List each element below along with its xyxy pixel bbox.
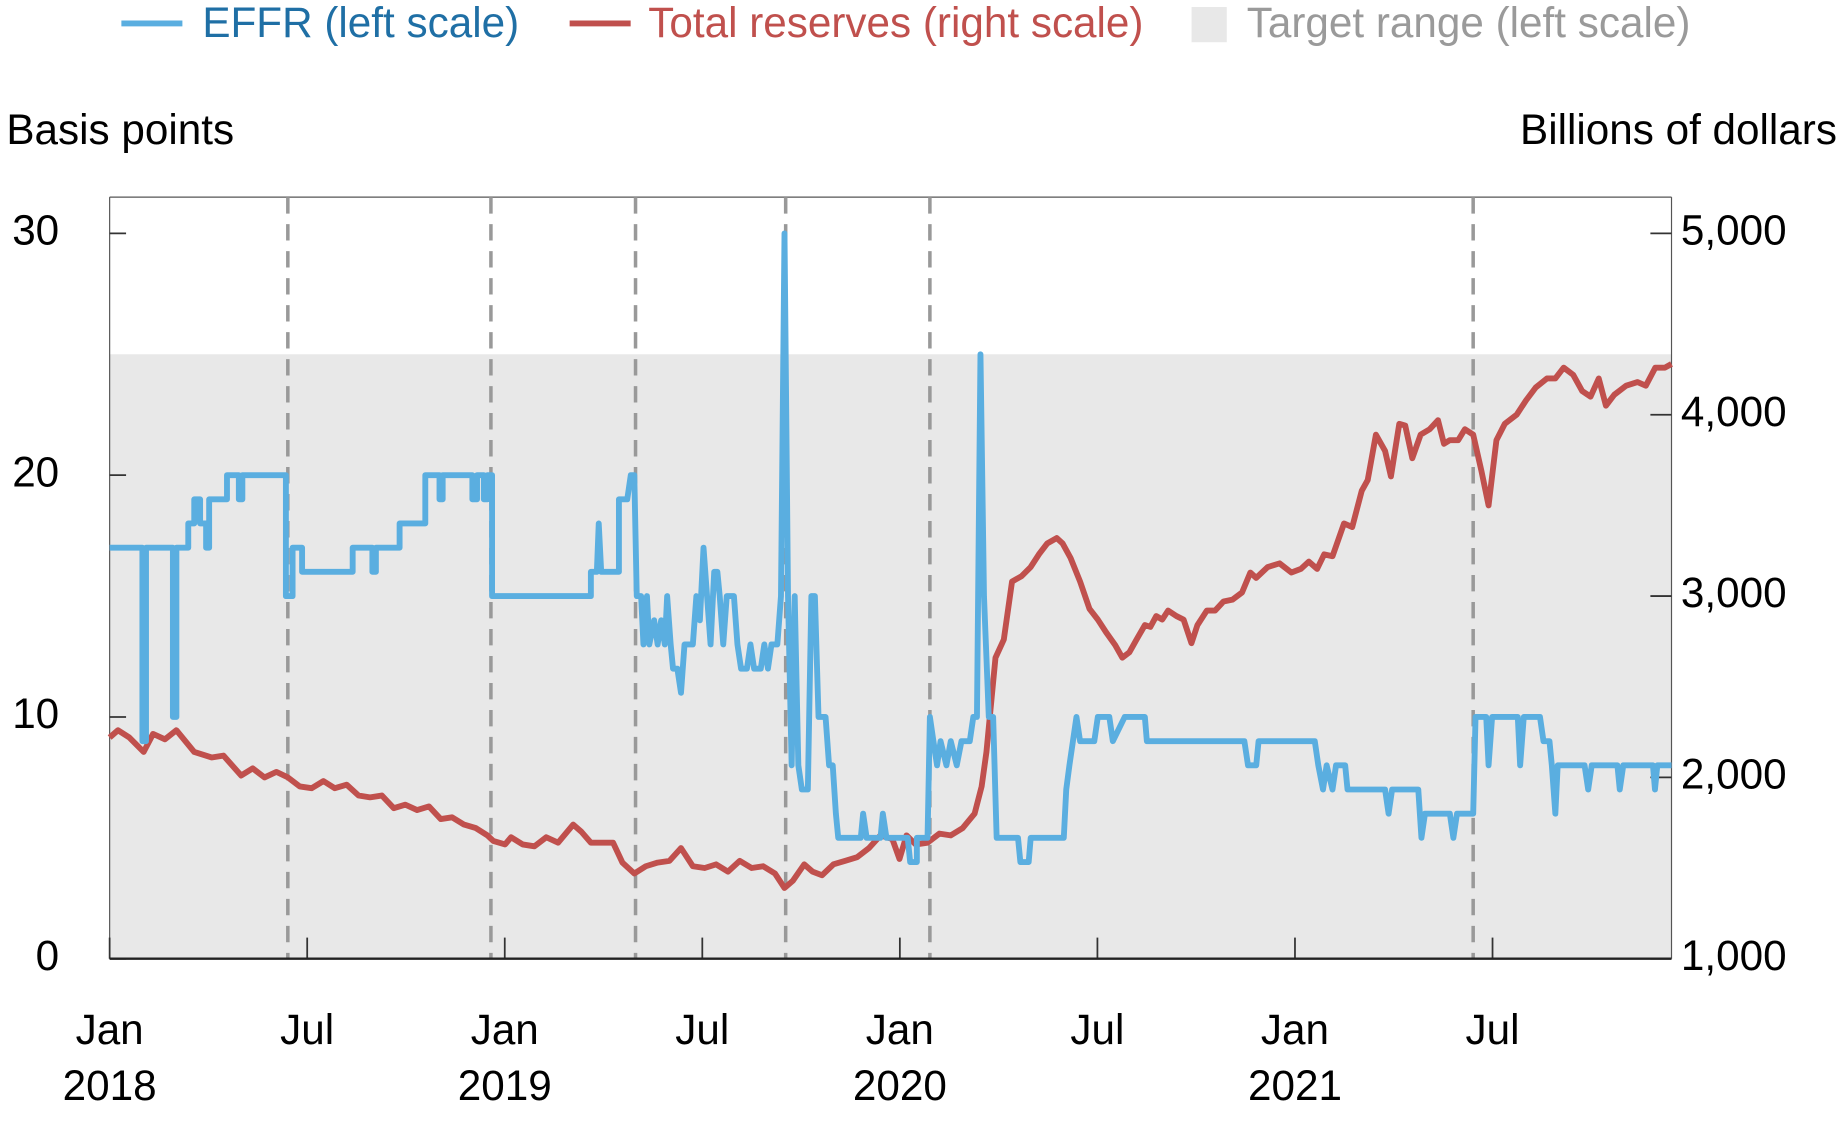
target-range	[109, 354, 1672, 959]
y-tick-label: 20	[12, 448, 59, 495]
y2-tick-label: 5,000	[1681, 207, 1787, 254]
series-line	[107, 361, 1673, 891]
x-tick-label: Jan	[1261, 1006, 1329, 1053]
x-tick-label: Jul	[280, 1006, 334, 1053]
x-year-label: 2018	[63, 1062, 157, 1109]
x-year-label: 2019	[458, 1062, 552, 1109]
x-year-label: 2021	[1248, 1062, 1342, 1109]
y2-tick-label: 4,000	[1681, 388, 1787, 435]
y2-tick-label: 2,000	[1681, 751, 1787, 798]
x-tick-label: Jul	[1466, 1006, 1520, 1053]
y2-axis-label: Billions of dollars	[1520, 106, 1837, 153]
x-tick-label: Jan	[76, 1006, 144, 1053]
legend-label: EFFR (left scale)	[202, 0, 519, 46]
y-axis-label: Basis points	[6, 106, 234, 153]
y-tick-label: 10	[12, 690, 59, 737]
x-year-label: 2020	[853, 1062, 947, 1109]
x-tick-label: Jul	[675, 1006, 729, 1053]
y-tick-label: 0	[36, 932, 60, 979]
legend-swatch	[1191, 7, 1227, 43]
x-tick-label: Jan	[471, 1006, 539, 1053]
y2-tick-label: 3,000	[1681, 569, 1787, 616]
legend-label: Target range (left scale)	[1247, 0, 1691, 46]
x-tick-label: Jul	[1070, 1006, 1124, 1053]
series-line	[109, 230, 1672, 865]
x-tick-label: Jan	[866, 1006, 934, 1053]
legend-label: Total reserves (right scale)	[648, 0, 1143, 46]
y-tick-label: 30	[12, 207, 59, 254]
y2-tick-label: 1,000	[1681, 932, 1787, 979]
